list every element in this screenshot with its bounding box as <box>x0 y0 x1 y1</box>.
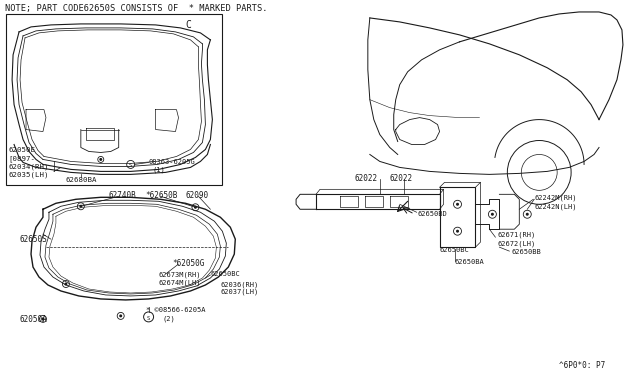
Text: 62037(LH): 62037(LH) <box>220 289 259 295</box>
Text: 62671(RH): 62671(RH) <box>497 231 536 238</box>
Text: 62242N(LH): 62242N(LH) <box>534 203 577 210</box>
Text: NOTE; PART CODE62650S CONSISTS OF  * MARKED PARTS.: NOTE; PART CODE62650S CONSISTS OF * MARK… <box>5 4 268 13</box>
Text: *62050G: *62050G <box>173 259 205 268</box>
Text: 08363-6205G: 08363-6205G <box>148 160 195 166</box>
Bar <box>6 14 222 185</box>
Text: S: S <box>129 163 132 169</box>
Text: 62740B: 62740B <box>109 191 136 201</box>
Text: 62242M(RH): 62242M(RH) <box>534 194 577 201</box>
Circle shape <box>65 282 67 285</box>
Circle shape <box>42 317 44 320</box>
Text: (2): (2) <box>163 316 175 323</box>
Text: 62650BD: 62650BD <box>418 211 447 217</box>
Text: * ©08566-6205A: * ©08566-6205A <box>146 307 205 313</box>
Circle shape <box>456 203 459 206</box>
Text: [0897-: [0897- <box>8 155 35 162</box>
Text: 62035(LH): 62035(LH) <box>8 171 49 178</box>
Text: 62672(LH): 62672(LH) <box>497 240 536 247</box>
Text: 62022: 62022 <box>355 174 378 183</box>
Text: 62034(RH): 62034(RH) <box>8 163 49 170</box>
Text: 62022: 62022 <box>390 174 413 183</box>
Text: 62650BA: 62650BA <box>454 259 484 265</box>
Text: S: S <box>147 316 150 321</box>
Circle shape <box>99 158 102 161</box>
Text: 62680BA: 62680BA <box>66 177 97 183</box>
Circle shape <box>194 206 197 209</box>
Text: 62650BB: 62650BB <box>511 249 541 255</box>
Circle shape <box>456 230 459 232</box>
Circle shape <box>526 213 529 216</box>
Text: (1): (1) <box>152 166 165 173</box>
Text: 62090: 62090 <box>186 191 209 201</box>
Text: 62674M(LH): 62674M(LH) <box>159 279 201 286</box>
Circle shape <box>79 205 83 208</box>
Text: 62650BC: 62650BC <box>440 247 469 253</box>
Text: 62036(RH): 62036(RH) <box>220 281 259 288</box>
Text: 62050E: 62050E <box>8 147 35 154</box>
Circle shape <box>119 314 122 317</box>
Text: *62650B: *62650B <box>146 191 178 201</box>
Text: 62050A: 62050A <box>19 315 47 324</box>
Text: 62650BC: 62650BC <box>211 271 240 277</box>
Text: ^6P0*0: P7: ^6P0*0: P7 <box>559 361 605 370</box>
Circle shape <box>491 213 494 216</box>
Text: C: C <box>186 20 191 30</box>
Text: 62673M(RH): 62673M(RH) <box>159 271 201 278</box>
Text: 62650S: 62650S <box>19 235 47 244</box>
